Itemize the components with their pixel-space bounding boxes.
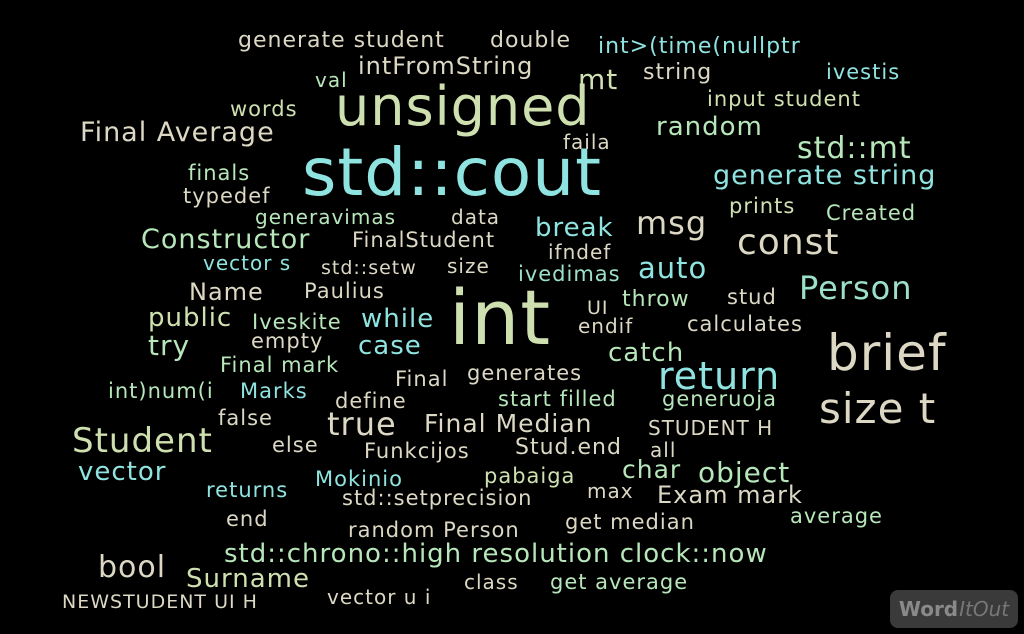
word-exam-mark: Exam mark bbox=[657, 481, 803, 509]
word-int-time-nullptr: int>(time(nullptr bbox=[598, 34, 801, 59]
word-max: max bbox=[587, 479, 634, 503]
word-unsigned: unsigned bbox=[335, 75, 591, 138]
word-paulius: Paulius bbox=[304, 279, 385, 303]
word-vector-s: vector s bbox=[203, 251, 292, 275]
word-std-chrono-now: std::chrono::high resolution clock::now bbox=[224, 539, 768, 569]
word-std-mt: std::mt bbox=[797, 131, 912, 166]
logo-itout-part: ItOut bbox=[959, 597, 1010, 621]
logo-word-part: Word bbox=[898, 597, 959, 621]
word-student: Student bbox=[72, 421, 213, 461]
word-random: random bbox=[656, 112, 763, 142]
word-ui: UI bbox=[587, 297, 609, 319]
word-end: end bbox=[226, 507, 269, 531]
word-generate-student: generate student bbox=[238, 28, 445, 53]
word-generavimas: generavimas bbox=[255, 205, 397, 229]
word-std-setw: std::setw bbox=[321, 257, 417, 279]
word-person: Person bbox=[799, 269, 913, 307]
word-vector-u-i: vector u i bbox=[327, 585, 432, 609]
word-auto: auto bbox=[638, 251, 708, 285]
word-words: words bbox=[230, 97, 298, 121]
word-constructor: Constructor bbox=[141, 224, 311, 255]
word-ivedimas: ivedimas bbox=[518, 262, 621, 286]
word-final-median: Final Median bbox=[424, 409, 593, 438]
word-get-median: get median bbox=[565, 510, 695, 534]
word-false: false bbox=[218, 406, 273, 430]
word-ivestis: ivestis bbox=[826, 60, 901, 84]
word-int: int bbox=[449, 273, 552, 362]
word-break: break bbox=[535, 213, 614, 243]
wordltout-logo: Word ItOut bbox=[890, 590, 1018, 628]
word-object: object bbox=[698, 456, 791, 489]
word-int-num-i: int)num(i bbox=[108, 379, 214, 403]
word-stud: stud bbox=[727, 285, 777, 309]
word-funkcijos: Funkcijos bbox=[364, 439, 470, 463]
word-typedef: typedef bbox=[183, 184, 271, 208]
word-true: true bbox=[327, 405, 397, 443]
word-final: Final bbox=[395, 367, 449, 391]
word-case: case bbox=[358, 331, 422, 361]
word-std-cout: std::cout bbox=[302, 134, 603, 211]
word-empty: empty bbox=[251, 329, 324, 353]
word-mt: mt bbox=[578, 63, 619, 96]
word-return: return bbox=[658, 354, 781, 398]
word-created: Created bbox=[826, 201, 917, 225]
word-start-filled: start filled bbox=[498, 387, 617, 411]
word-brief: brief bbox=[827, 324, 947, 382]
word-ifndef: ifndef bbox=[548, 240, 612, 264]
word-else: else bbox=[272, 433, 319, 457]
word-mokinio: Mokinio bbox=[315, 467, 403, 491]
word-iveskite: Iveskite bbox=[252, 310, 342, 334]
word-pabaiga: pabaiga bbox=[484, 464, 576, 488]
word-double: double bbox=[490, 28, 571, 53]
word-returns: returns bbox=[206, 478, 289, 502]
word-const: const bbox=[737, 222, 840, 263]
word-prints: prints bbox=[729, 194, 796, 218]
word-finals: finals bbox=[188, 161, 251, 185]
word-std-setprecision: std::setprecision bbox=[342, 486, 533, 510]
word-define: define bbox=[335, 389, 407, 413]
word-size-t: size t bbox=[819, 384, 937, 433]
word-throw: throw bbox=[622, 287, 690, 312]
word-get-average: get average bbox=[550, 570, 689, 594]
word-intfromstring: intFromString bbox=[358, 52, 534, 80]
word-try: try bbox=[148, 329, 191, 362]
word-generates: generates bbox=[467, 361, 583, 385]
word-newstudent-ui-h: NEWSTUDENT UI H bbox=[62, 591, 258, 613]
word-stud-end: Stud.end bbox=[515, 435, 622, 460]
word-public: public bbox=[148, 303, 233, 333]
word-average: average bbox=[790, 504, 883, 528]
word-catch: catch bbox=[608, 338, 685, 368]
word-msg: msg bbox=[636, 204, 708, 242]
word-val: val bbox=[315, 68, 348, 92]
word-vector: vector bbox=[78, 457, 167, 487]
word-endif: endif bbox=[578, 314, 634, 338]
word-name: Name bbox=[189, 278, 264, 306]
word-surname: Surname bbox=[186, 564, 310, 594]
word-size: size bbox=[447, 254, 490, 278]
word-string: string bbox=[643, 60, 713, 85]
word-bool: bool bbox=[98, 550, 167, 585]
word-generuoja: generuoja bbox=[662, 387, 777, 411]
word-faila: faila bbox=[563, 130, 611, 154]
word-random-person: random Person bbox=[348, 518, 520, 542]
word-input-student: input student bbox=[707, 87, 861, 111]
word-class: class bbox=[464, 570, 519, 594]
word-final-average: Final Average bbox=[80, 117, 275, 148]
word-all: all bbox=[650, 438, 677, 462]
word-generate-string: generate string bbox=[713, 160, 937, 191]
word-char: char bbox=[622, 455, 682, 484]
word-student-h: STUDENT H bbox=[648, 416, 774, 440]
word-while: while bbox=[361, 304, 435, 334]
word-data: data bbox=[451, 205, 501, 229]
word-marks: Marks bbox=[240, 379, 308, 403]
word-calculates: calculates bbox=[687, 312, 803, 336]
word-finalstudent: FinalStudent bbox=[352, 228, 496, 252]
word-final-mark: Final mark bbox=[220, 353, 340, 377]
